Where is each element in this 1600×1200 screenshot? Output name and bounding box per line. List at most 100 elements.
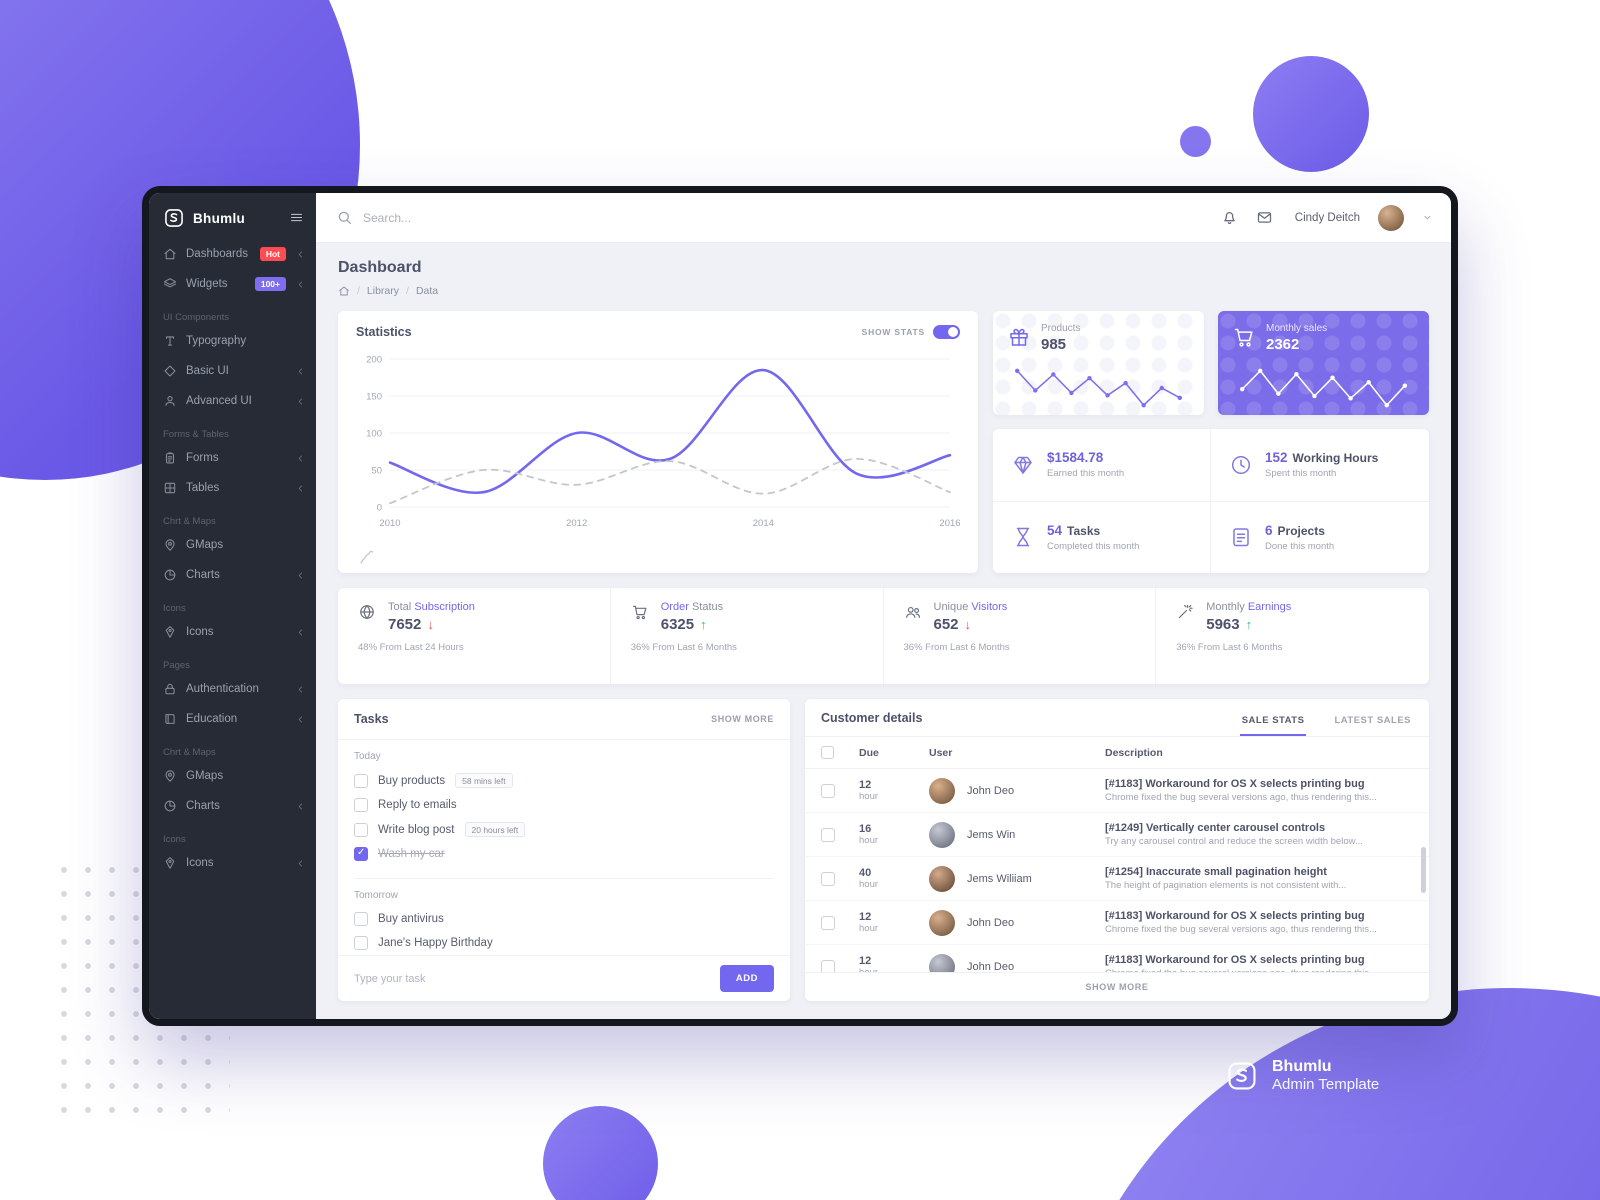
hamburger-icon — [290, 214, 303, 222]
task-checkbox[interactable] — [354, 798, 368, 812]
kpi-row: Products 985 Monthly s — [993, 311, 1429, 415]
tab-latest-sales[interactable]: LATEST SALES — [1334, 715, 1411, 726]
summary-value-row: $1584.78 — [1047, 450, 1124, 465]
sidebar-item-typography[interactable]: Typography — [149, 326, 316, 356]
row-checkbox[interactable] — [821, 871, 835, 886]
sidebar-item-label: Tables — [186, 482, 220, 494]
sidebar-item-charts[interactable]: Charts — [149, 791, 316, 821]
scrollbar-thumb[interactable] — [1421, 847, 1426, 893]
breadcrumb-home-link[interactable] — [338, 285, 350, 297]
task-item[interactable]: Jane's Happy Birthday — [354, 931, 774, 955]
row-checkbox[interactable] — [821, 915, 835, 930]
clipboard-icon — [165, 452, 175, 464]
sidebar-item-icons[interactable]: Icons — [149, 617, 316, 647]
show-stats-toggle[interactable] — [933, 325, 960, 339]
sidebar-item-authentication[interactable]: Authentication — [149, 674, 316, 704]
task-checkbox[interactable] — [354, 936, 368, 950]
sidebar-item-icons[interactable]: Icons — [149, 848, 316, 878]
notifications-button[interactable] — [1221, 209, 1238, 226]
search-input[interactable] — [363, 210, 643, 225]
task-item[interactable]: Wash my car — [354, 842, 774, 866]
due-value: 16 — [859, 823, 872, 835]
sidebar-section-heading: Forms & Tables — [163, 429, 229, 440]
tasks-show-more-button[interactable]: SHOW MORE — [711, 714, 774, 724]
task-item[interactable]: Buy antivirus — [354, 907, 774, 931]
summary-value-row: 152 Working Hours — [1265, 450, 1378, 465]
tile-title-accent: Order — [660, 601, 689, 613]
task-checkbox[interactable] — [354, 912, 368, 926]
sidebar-item-charts[interactable]: Charts — [149, 560, 316, 590]
chevron-left-icon — [298, 368, 303, 374]
topbar: Cindy Deitch — [316, 193, 1451, 243]
sidebar-item-gmaps[interactable]: GMaps — [149, 530, 316, 560]
summary-text: 152 Working Hours Spent this month — [1265, 450, 1378, 479]
tasks-header: Tasks SHOW MORE — [338, 699, 790, 740]
row-checkbox[interactable] — [821, 783, 835, 798]
summary-value: $1584.78 — [1047, 450, 1104, 466]
sidebar-item-forms[interactable]: Forms — [149, 443, 316, 473]
user-cell: John Deo — [929, 909, 1097, 936]
customer-show-more-button[interactable]: SHOW MORE — [805, 972, 1429, 1001]
sidebar-item-dashboards[interactable]: Dashboards Hot — [149, 239, 316, 269]
task-group-label: Tomorrow — [354, 890, 398, 901]
sidebar-item-basic-ui[interactable]: Basic UI — [149, 356, 316, 386]
description-cell: [#1254] Inaccurate small pagination heig… — [1105, 866, 1413, 891]
sidebar-item-education[interactable]: Education — [149, 704, 316, 734]
select-all-checkbox[interactable] — [821, 746, 834, 759]
pie-icon — [164, 800, 176, 812]
summary-text: $1584.78 Earned this month — [1047, 450, 1124, 479]
task-checkbox[interactable] — [354, 847, 368, 861]
tile-value: 7652 — [388, 616, 422, 633]
user-avatar[interactable] — [1378, 204, 1404, 231]
task-checkbox[interactable] — [354, 822, 368, 837]
sidebar-item-advanced-ui[interactable]: Advanced UI — [149, 386, 316, 416]
map-pin-icon — [165, 539, 175, 551]
sales-sparkline-chart — [1239, 368, 1408, 408]
svg-text:2014: 2014 — [753, 518, 774, 529]
svg-text:200: 200 — [366, 355, 382, 366]
sidebar-item-gmaps[interactable]: GMaps — [149, 761, 316, 791]
task-item[interactable]: Write blog post 20 hours left — [354, 817, 774, 842]
add-task-button[interactable]: ADD — [719, 965, 774, 992]
sidebar-item-widgets[interactable]: Widgets 100+ — [149, 269, 316, 299]
row-checkbox[interactable] — [821, 827, 835, 842]
description-sub: Chrome fixed the bug several versions ag… — [1105, 924, 1377, 935]
brand-subtitle: Admin Template — [1272, 1076, 1380, 1093]
task-item[interactable]: Buy products 58 mins left — [354, 768, 774, 793]
customer-row[interactable]: 40 hour Jems Wiliiam [#1254] Inaccurate sma… — [805, 857, 1429, 901]
breadcrumb-data[interactable]: Data — [415, 285, 439, 297]
sidebar-item-label: Charts — [186, 800, 220, 812]
due-value: 12 — [859, 779, 872, 791]
tile-title-muted: Status — [691, 601, 724, 613]
breadcrumb-library[interactable]: Library — [366, 285, 400, 297]
sidebar-item-tables[interactable]: Tables — [149, 473, 316, 503]
summary-cell-0: $1584.78 Earned this month — [993, 429, 1211, 502]
statistics-title: Statistics — [356, 325, 412, 339]
trend-down-icon: ↓ — [964, 617, 972, 632]
task-label: Buy antivirus — [378, 913, 444, 925]
due-value: 12 — [859, 955, 872, 967]
tab-sale-stats[interactable]: SALE STATS — [1240, 709, 1307, 736]
column-description: Description — [1105, 746, 1163, 759]
svg-text:2010: 2010 — [379, 518, 400, 529]
pen-icon — [165, 626, 175, 638]
task-item[interactable]: Reply to emails — [354, 793, 774, 817]
new-task-input[interactable] — [354, 972, 710, 985]
brand-footer: Bhumlu Admin Template — [1225, 1058, 1379, 1093]
summary-value-row: 6 Projects — [1265, 523, 1334, 538]
chevron-left-icon — [298, 803, 303, 809]
due-unit: hour — [859, 791, 879, 802]
customer-row[interactable]: 16 hour Jems Win [#1249] Vertically center … — [805, 813, 1429, 857]
task-checkbox[interactable] — [354, 773, 368, 788]
tile-title: Monthly Earnings — [1206, 601, 1291, 613]
products-sparkline-chart — [1014, 368, 1183, 408]
user-name: John Deo — [967, 960, 1015, 973]
summary-value: 152 — [1265, 450, 1288, 466]
mini-wave-icon — [354, 549, 382, 567]
user-menu-button[interactable] — [1422, 212, 1433, 223]
customer-details-card: Customer details SALE STATS LATEST SALES… — [805, 699, 1429, 1001]
messages-button[interactable] — [1256, 209, 1273, 226]
menu-toggle-button[interactable] — [289, 209, 304, 227]
